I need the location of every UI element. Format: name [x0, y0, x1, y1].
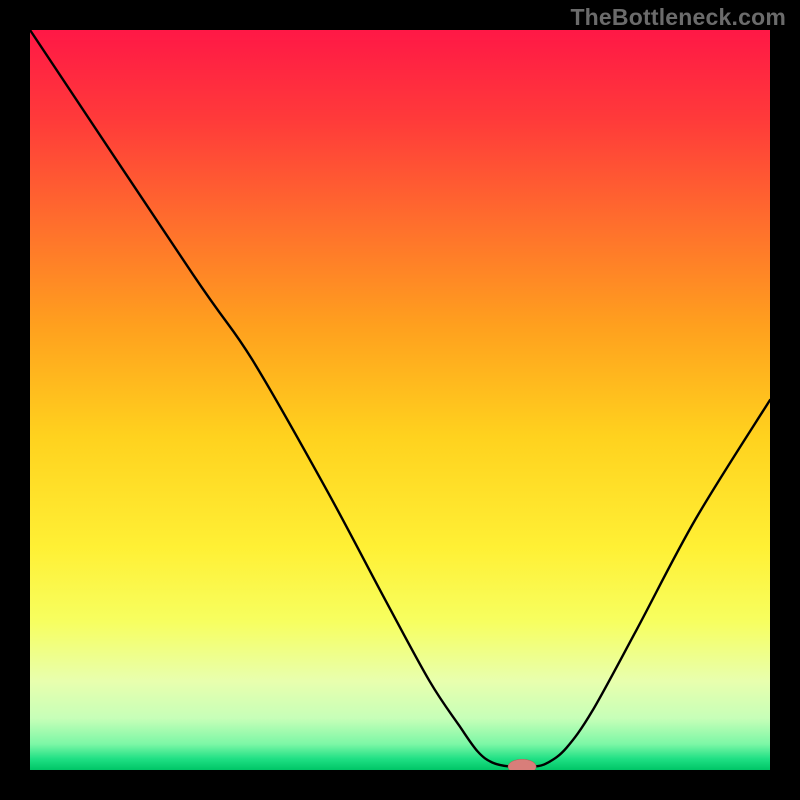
chart-frame: TheBottleneck.com: [0, 0, 800, 800]
bottleneck-chart: [30, 30, 770, 770]
watermark-text: TheBottleneck.com: [570, 4, 786, 31]
chart-background: [30, 30, 770, 770]
